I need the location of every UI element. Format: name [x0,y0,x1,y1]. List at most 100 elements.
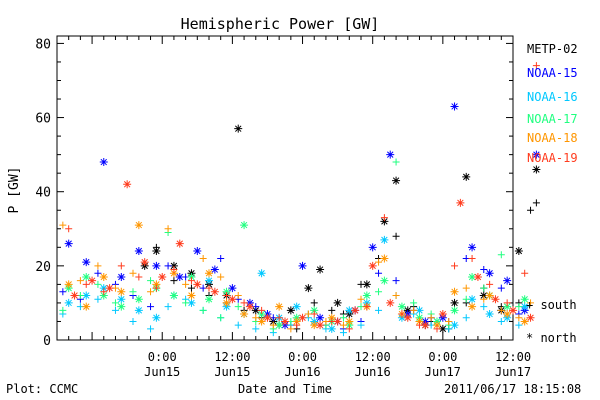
point-south-noaa-19 [532,62,540,70]
point-north-metp-02 [304,284,313,293]
point-south-metp-02 [187,284,195,292]
legend-entry-noaa-18: NOAA-18 [527,131,578,145]
point-south-noaa-19 [363,303,371,311]
point-north-noaa-19 [228,295,237,304]
point-north-noaa-19 [193,280,202,289]
point-north-noaa-15 [228,284,237,293]
point-south-noaa-17 [199,306,207,314]
point-south-noaa-18 [515,314,523,322]
point-north-metp-02 [152,247,161,256]
point-north-noaa-17 [205,295,213,304]
point-north-noaa-16 [380,235,389,244]
point-north-noaa-15 [503,276,512,285]
point-south-noaa-18 [269,321,277,329]
point-north-noaa-19 [88,276,97,285]
point-north-noaa-15 [117,272,126,281]
point-south-noaa-18 [462,284,470,292]
point-north-noaa-16 [205,276,213,285]
point-north-noaa-17 [257,310,266,319]
point-north-noaa-19 [70,291,79,300]
point-north-noaa-18 [257,317,266,326]
point-north-noaa-18 [292,317,301,326]
point-north-noaa-15 [210,265,219,274]
plot-credit: Plot: CCMC [6,382,79,396]
point-south-noaa-18 [339,321,347,329]
point-south-noaa-19 [468,254,476,262]
point-south-noaa-15 [217,254,225,262]
point-north-noaa-17 [397,302,406,311]
point-south-noaa-18 [445,317,453,325]
point-north-noaa-19 [333,317,342,326]
point-north-noaa-17 [222,287,231,296]
x-axis-ticks: 0:00Jun1512:00Jun150:00Jun1612:00Jun160:… [68,36,531,379]
point-south-noaa-19 [187,277,195,285]
point-north-noaa-19 [105,284,114,293]
point-north-noaa-18 [169,269,178,278]
x-tick-time: 12:00 [355,350,391,364]
point-south-noaa-19 [240,299,248,307]
point-south-noaa-17 [375,288,383,296]
point-north-noaa-18 [415,317,424,326]
point-north-noaa-19 [316,321,325,330]
point-north-metp-02 [462,172,471,181]
point-north-noaa-15 [152,261,161,270]
point-south-noaa-18 [497,306,505,314]
point-south-noaa-15 [199,284,207,292]
y-axis-ticks: 0 20 40 60 80 [35,37,513,349]
x-axis-label: Date and Time [238,382,332,396]
point-north-noaa-19 [123,180,132,189]
point-south-noaa-15 [375,269,383,277]
point-north-noaa-16 [134,306,143,315]
point-north-noaa-19 [298,313,307,322]
x-tick-time: 0:00 [428,350,457,364]
point-south-noaa-17 [234,303,242,311]
point-north-noaa-16 [485,310,494,319]
point-south-noaa-19 [398,310,406,318]
point-north-noaa-18 [222,298,231,307]
point-north-noaa-17 [82,272,91,281]
point-north-noaa-17 [380,276,389,285]
point-north-noaa-18 [345,317,354,326]
point-south-noaa-19 [117,262,125,270]
point-south-noaa-16 [339,329,347,337]
point-north-noaa-17 [169,291,178,300]
x-tick-date: Jun15 [214,365,250,379]
point-north-noaa-18 [433,321,441,330]
point-north-metp-02 [532,165,541,174]
point-south-noaa-17 [129,288,137,296]
point-south-metp-02 [310,299,318,307]
point-south-noaa-18 [59,221,67,229]
chart-title: Hemispheric Power [GW] [181,15,380,33]
point-south-metp-02 [527,206,535,214]
point-north-noaa-15 [175,272,184,281]
point-north-noaa-15 [485,269,494,278]
point-north-noaa-17 [99,291,108,300]
point-south-noaa-16 [462,314,470,322]
point-north-noaa-17 [468,272,477,281]
point-north-noaa-15 [99,158,108,167]
point-south-noaa-16 [111,306,119,314]
point-north-noaa-19 [473,272,482,281]
point-south-noaa-18 [322,317,330,325]
legend-symbol-north: * north [526,331,577,345]
point-south-noaa-16 [164,303,172,311]
point-north-metp-02 [316,265,325,274]
point-north-metp-02 [251,306,260,315]
point-north-noaa-19 [175,239,184,248]
point-north-noaa-19 [140,258,149,267]
point-south-noaa-19 [433,325,441,333]
point-north-noaa-19 [421,321,430,330]
point-north-noaa-15 [386,150,395,159]
point-south-noaa-18 [217,273,225,281]
y-tick-label: 0 [43,334,51,349]
point-south-noaa-18 [76,277,84,285]
point-south-noaa-19 [258,306,266,314]
point-south-noaa-16 [129,317,137,325]
point-north-noaa-16 [292,302,301,311]
point-south-noaa-16 [252,325,260,333]
point-north-noaa-19 [158,272,167,281]
point-north-noaa-18 [450,287,459,296]
point-north-noaa-17 [520,295,529,304]
point-north-metp-02 [380,217,389,226]
point-south-noaa-18 [287,325,295,333]
